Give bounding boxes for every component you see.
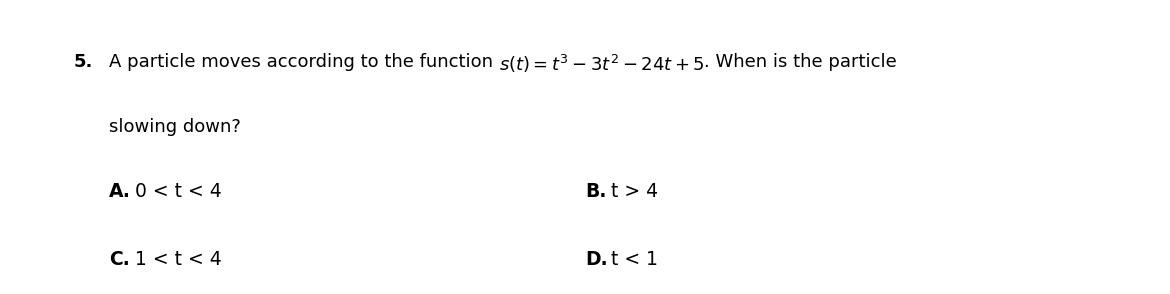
Text: A particle moves according to the function: A particle moves according to the functi… xyxy=(109,53,498,71)
Text: . When is the particle: . When is the particle xyxy=(704,53,897,71)
Text: t > 4: t > 4 xyxy=(611,182,658,201)
Text: t < 1: t < 1 xyxy=(611,250,658,269)
Text: $s(t) = t^3 - 3t^2 - 24t + 5$: $s(t) = t^3 - 3t^2 - 24t + 5$ xyxy=(498,53,704,75)
Text: 0 < t < 4: 0 < t < 4 xyxy=(135,182,221,201)
Text: C.: C. xyxy=(109,250,130,269)
Text: 1 < t < 4: 1 < t < 4 xyxy=(135,250,221,269)
Text: 5.: 5. xyxy=(74,53,94,71)
Text: A.: A. xyxy=(109,182,131,201)
Text: slowing down?: slowing down? xyxy=(109,118,241,136)
Text: B.: B. xyxy=(585,182,606,201)
Text: D.: D. xyxy=(585,250,607,269)
